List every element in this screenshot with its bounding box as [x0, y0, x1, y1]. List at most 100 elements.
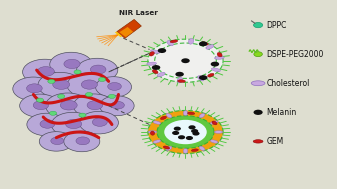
Circle shape: [178, 135, 185, 139]
Circle shape: [157, 116, 214, 148]
Circle shape: [48, 79, 55, 83]
Circle shape: [98, 77, 106, 82]
Circle shape: [64, 131, 100, 152]
Ellipse shape: [211, 68, 220, 72]
Ellipse shape: [201, 42, 208, 45]
Circle shape: [164, 120, 207, 144]
Circle shape: [66, 119, 82, 129]
Text: Cholesterol: Cholesterol: [267, 79, 310, 88]
Circle shape: [37, 67, 54, 76]
Circle shape: [50, 52, 92, 77]
Circle shape: [186, 136, 193, 140]
Circle shape: [38, 72, 83, 98]
Circle shape: [188, 125, 196, 129]
Ellipse shape: [217, 53, 222, 57]
Circle shape: [192, 132, 200, 136]
Circle shape: [108, 83, 121, 90]
Ellipse shape: [183, 111, 188, 115]
Ellipse shape: [208, 73, 214, 77]
Circle shape: [79, 113, 86, 117]
Circle shape: [23, 59, 67, 85]
Circle shape: [58, 94, 65, 98]
Circle shape: [90, 65, 106, 74]
Ellipse shape: [153, 121, 161, 124]
Circle shape: [76, 137, 90, 145]
Circle shape: [51, 137, 64, 145]
Circle shape: [175, 72, 184, 77]
Ellipse shape: [191, 149, 198, 152]
Ellipse shape: [147, 62, 156, 65]
Ellipse shape: [214, 56, 224, 59]
Circle shape: [60, 100, 77, 110]
Circle shape: [199, 75, 207, 80]
Circle shape: [79, 111, 118, 134]
Circle shape: [40, 120, 55, 128]
Circle shape: [199, 41, 207, 46]
Text: GEM: GEM: [267, 137, 284, 146]
Circle shape: [27, 113, 66, 136]
Text: DSPE-PEG2000: DSPE-PEG2000: [267, 50, 324, 59]
Ellipse shape: [149, 52, 154, 56]
Ellipse shape: [151, 50, 160, 53]
Polygon shape: [115, 32, 122, 37]
Circle shape: [111, 101, 124, 109]
Ellipse shape: [160, 116, 166, 119]
Circle shape: [33, 101, 49, 110]
Text: NIR Laser: NIR Laser: [119, 10, 157, 16]
Ellipse shape: [253, 140, 263, 143]
Circle shape: [67, 73, 110, 97]
Ellipse shape: [212, 121, 217, 125]
Ellipse shape: [188, 39, 194, 44]
Circle shape: [73, 94, 115, 118]
Circle shape: [20, 94, 60, 117]
Circle shape: [99, 96, 134, 116]
Circle shape: [51, 112, 94, 137]
Ellipse shape: [214, 131, 223, 133]
Circle shape: [87, 101, 103, 110]
Ellipse shape: [188, 112, 195, 115]
Circle shape: [76, 58, 118, 82]
Circle shape: [158, 48, 166, 53]
Circle shape: [81, 80, 97, 89]
Circle shape: [191, 129, 198, 133]
Circle shape: [253, 22, 263, 28]
Ellipse shape: [178, 80, 185, 82]
Circle shape: [253, 110, 263, 115]
Circle shape: [50, 111, 57, 115]
Circle shape: [148, 39, 223, 82]
Ellipse shape: [210, 140, 218, 143]
Ellipse shape: [148, 131, 157, 133]
Circle shape: [45, 93, 90, 119]
Text: DPPC: DPPC: [267, 21, 287, 30]
Ellipse shape: [210, 121, 218, 124]
Ellipse shape: [199, 113, 205, 118]
Circle shape: [85, 92, 93, 97]
Circle shape: [172, 131, 179, 135]
Circle shape: [13, 77, 54, 101]
Circle shape: [96, 77, 131, 97]
Circle shape: [64, 59, 80, 69]
Circle shape: [92, 118, 107, 126]
Circle shape: [74, 70, 81, 74]
Ellipse shape: [163, 146, 170, 149]
Ellipse shape: [152, 70, 158, 74]
Circle shape: [108, 94, 116, 98]
Text: Melanin: Melanin: [267, 108, 297, 117]
Ellipse shape: [177, 77, 183, 83]
Ellipse shape: [251, 81, 265, 86]
Circle shape: [27, 84, 42, 93]
Circle shape: [148, 110, 223, 154]
Polygon shape: [119, 27, 133, 37]
Ellipse shape: [197, 76, 204, 81]
Circle shape: [254, 52, 263, 57]
Circle shape: [36, 98, 43, 102]
Circle shape: [181, 58, 190, 63]
Circle shape: [39, 132, 73, 151]
Circle shape: [211, 62, 219, 67]
Circle shape: [174, 127, 181, 131]
Ellipse shape: [166, 146, 172, 151]
Ellipse shape: [157, 72, 165, 77]
Ellipse shape: [167, 41, 173, 46]
Ellipse shape: [150, 131, 155, 135]
Polygon shape: [117, 19, 141, 38]
